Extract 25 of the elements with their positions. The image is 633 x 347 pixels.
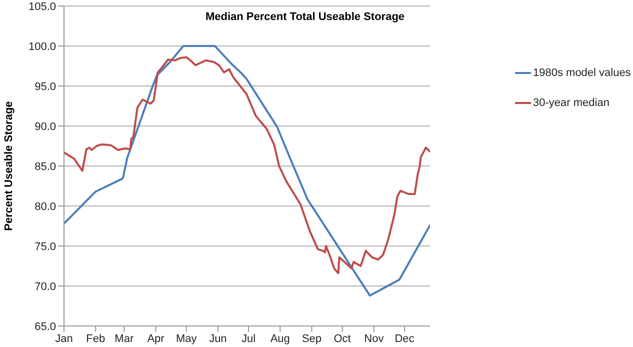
y-tick-label: 95.0 — [34, 80, 56, 93]
x-tick-label: Jun — [209, 332, 227, 345]
y-tick-label: 85.0 — [34, 160, 56, 173]
x-tick-label: Nov — [364, 332, 384, 345]
x-tick-label: Dec — [394, 332, 415, 345]
y-tick-label: 75.0 — [34, 240, 56, 253]
x-tick-label: Sep — [302, 332, 322, 345]
y-axis-title: Percent Useable Storage — [2, 101, 15, 231]
chart-title: Median Percent Total Useable Storage — [205, 11, 405, 23]
y-tick-label: 90.0 — [34, 120, 56, 133]
y-tick-label: 70.0 — [34, 280, 56, 293]
y-tick-label: 100.0 — [28, 40, 56, 53]
x-tick-label: Aug — [270, 332, 290, 345]
x-tick-label: May — [176, 332, 198, 345]
x-tick-label: Oct — [334, 332, 351, 345]
legend-label: 1980s model values — [533, 67, 631, 79]
x-tick-label: Jan — [55, 332, 73, 345]
x-tick-label: Mar — [114, 332, 134, 345]
x-tick-label: Feb — [86, 332, 106, 345]
x-tick-label: Apr — [147, 332, 165, 345]
y-tick-label: 65.0 — [34, 320, 56, 333]
x-tick-label: Jul — [242, 332, 256, 345]
legend-label: 30-year median — [533, 97, 610, 109]
y-tick-label: 105.0 — [28, 0, 56, 13]
y-tick-label: 80.0 — [34, 200, 56, 213]
